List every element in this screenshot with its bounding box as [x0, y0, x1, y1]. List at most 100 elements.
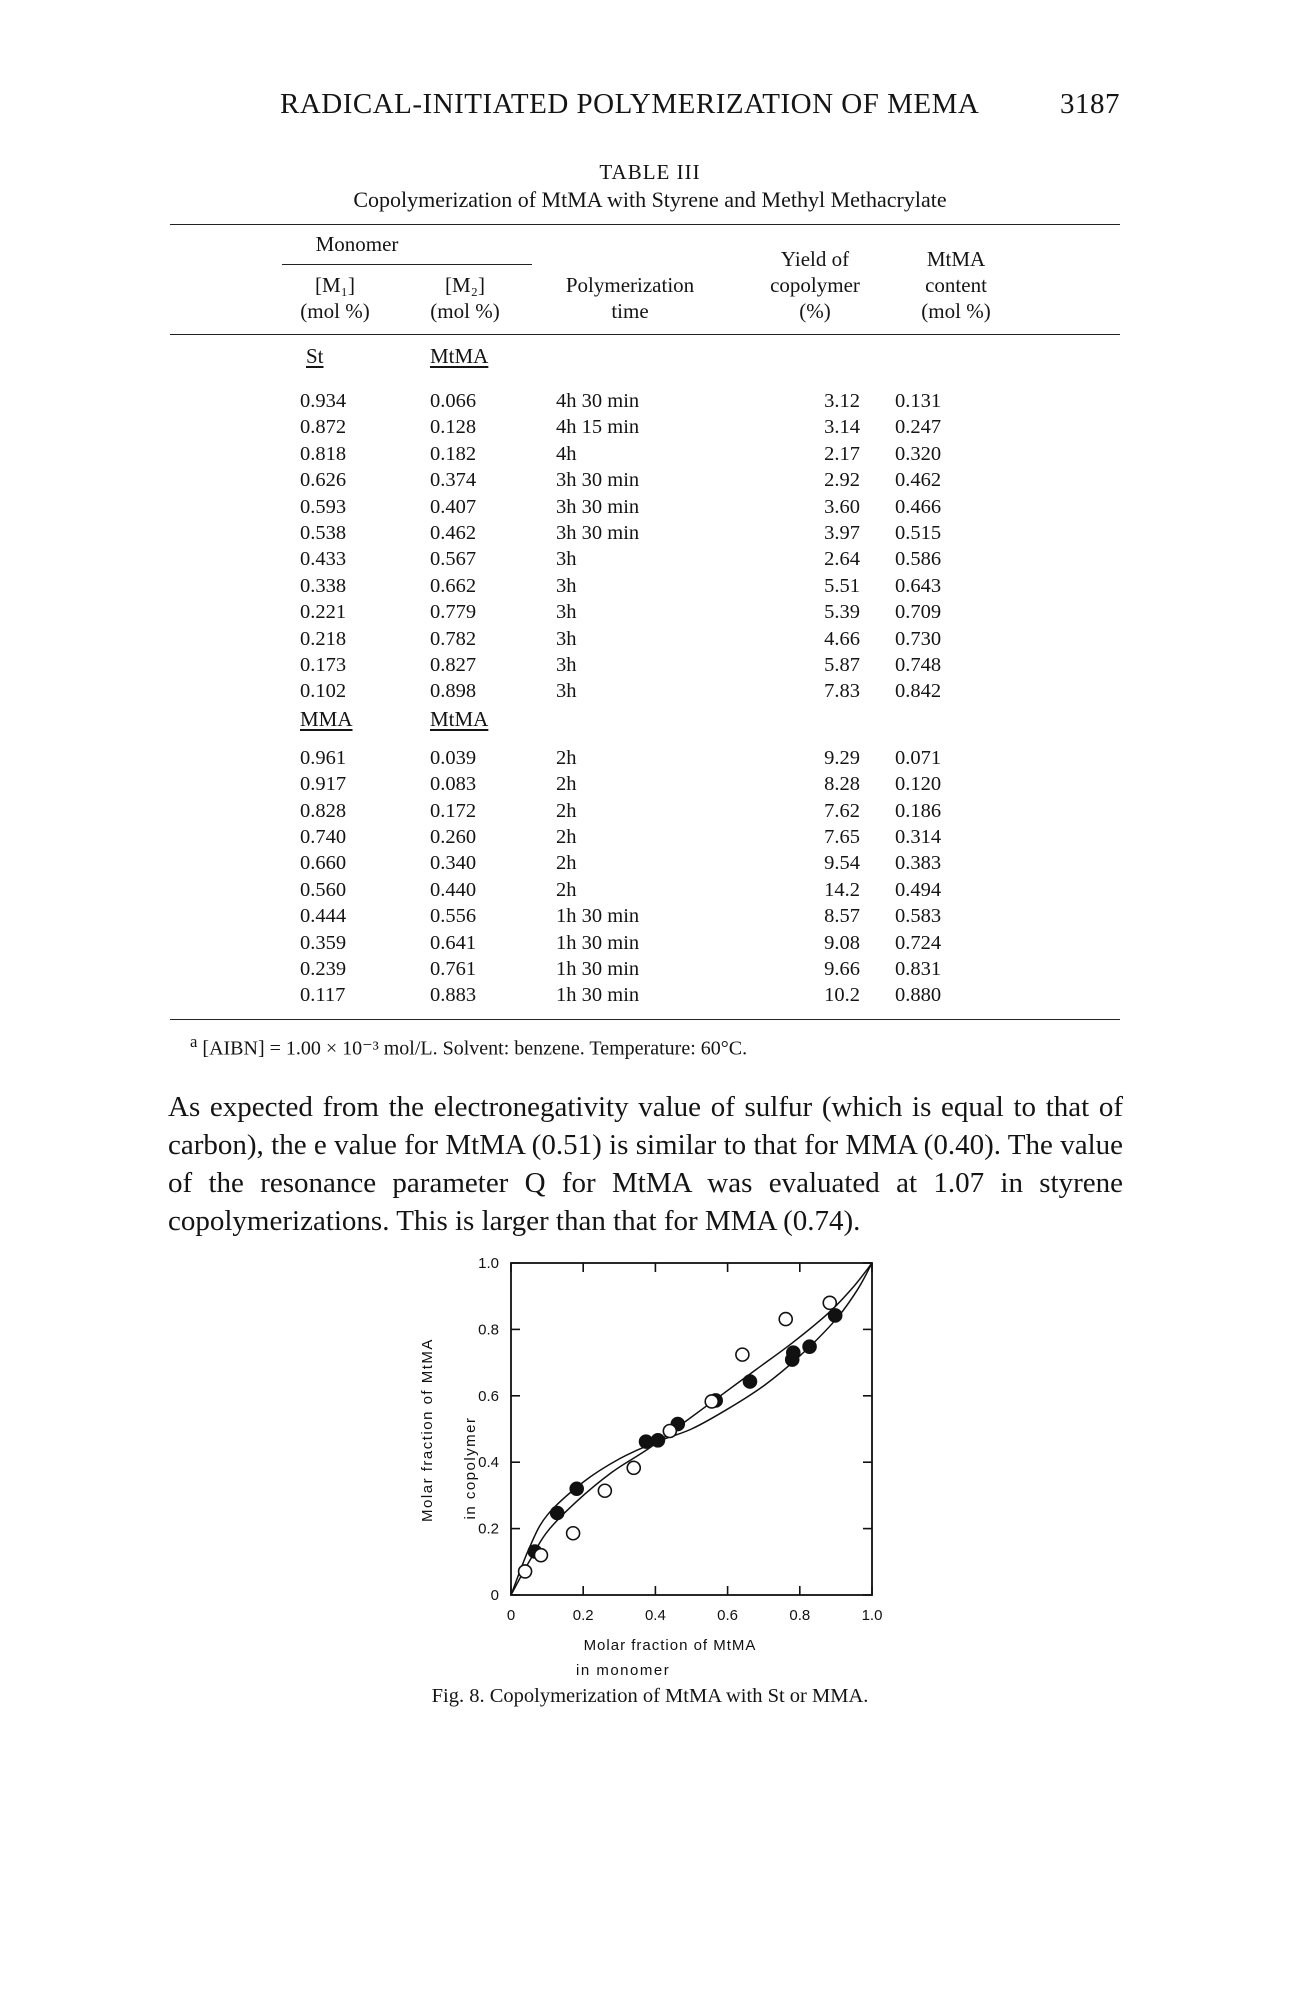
cell-m1: 0.917: [300, 773, 347, 796]
cell-m2: 0.827: [430, 654, 477, 676]
cell-m1: 0.444: [300, 905, 347, 928]
running-head: RADICAL-INITIATED POLYMERIZATION OF MEMA…: [280, 88, 1120, 121]
data-point-filled: [802, 1339, 817, 1354]
cell-m1: 0.538: [300, 522, 347, 544]
x-tick-label: 0.4: [645, 1607, 666, 1624]
cell-yield: 5.51: [824, 574, 860, 597]
cell-time: 3h: [556, 627, 577, 650]
y-tick-label: 1.0: [478, 1255, 499, 1272]
cell-yield: 10.2: [824, 984, 860, 1007]
group-m1-label: MMA: [300, 706, 353, 731]
cell-m2: 0.782: [430, 627, 477, 650]
cell-m2: 0.340: [430, 852, 477, 875]
cell-m1: 0.359: [300, 931, 347, 954]
cell-content: 0.120: [895, 773, 942, 796]
data-point-open: [626, 1460, 642, 1476]
cell-m2: 0.898: [430, 680, 477, 703]
cell-content: 0.709: [895, 601, 942, 624]
cell-time: 2h: [556, 799, 577, 822]
cell-m2: 0.172: [430, 799, 477, 822]
cell-time: 3h: [556, 574, 577, 597]
header-content-line1: MtMA: [926, 247, 986, 271]
data-point-filled: [827, 1308, 843, 1323]
cell-m1: 0.102: [300, 680, 347, 703]
fit-curve-series-2: [510, 1262, 873, 1596]
x-tick-label: 0.8: [789, 1607, 810, 1624]
cell-yield: 4.66: [824, 627, 860, 650]
y-axis-label-line1: Molar fraction of MtMA: [419, 1338, 436, 1522]
header-time-line2: time: [611, 299, 649, 323]
cell-m1: 0.560: [300, 878, 347, 901]
cell-content: 0.186: [895, 799, 942, 822]
cell-time: 4h: [556, 442, 577, 465]
cell-time: 3h: [556, 680, 577, 703]
cell-yield: 9.54: [824, 852, 860, 875]
cell-m2: 0.556: [430, 905, 477, 928]
cell-m2: 0.374: [430, 469, 477, 492]
cell-yield: 9.66: [824, 958, 860, 980]
cell-content: 0.586: [895, 548, 942, 571]
cell-m1: 0.173: [300, 654, 347, 676]
y-tick-label: 0.2: [478, 1521, 499, 1538]
cell-yield: 7.65: [824, 826, 860, 848]
data-point-filled: [786, 1345, 801, 1360]
cell-m2: 0.641: [430, 931, 477, 954]
cell-content: 0.748: [895, 654, 942, 676]
monomer-span-rule: [282, 264, 532, 265]
cell-time: 3h 30 min: [556, 522, 640, 544]
cell-content: 0.831: [895, 958, 942, 980]
table-caption: Copolymerization of MtMA with Styrene an…: [353, 187, 947, 212]
header-m1: [M₁]: [315, 273, 355, 297]
cell-m1: 0.818: [300, 442, 347, 465]
cell-time: 4h 30 min: [556, 390, 640, 412]
x-tick-label: 0.6: [717, 1607, 738, 1624]
header-yield-line2: copolymer: [770, 273, 860, 297]
running-head-title: RADICAL-INITIATED POLYMERIZATION OF MEMA: [280, 88, 980, 120]
header-yield-line3: (%): [799, 299, 831, 323]
cell-yield: 9.08: [824, 931, 860, 954]
cell-m2: 0.407: [430, 495, 477, 518]
group-m1-label: St: [306, 344, 324, 368]
cell-yield: 3.60: [824, 495, 860, 518]
cell-m1: 0.660: [300, 852, 347, 875]
data-point-filled: [650, 1432, 666, 1448]
x-tick-label: 1.0: [862, 1607, 883, 1624]
header-content-line2: content: [925, 273, 987, 297]
data-point-open: [565, 1525, 581, 1541]
data-point-open: [735, 1347, 750, 1362]
cell-m2: 0.761: [430, 958, 477, 980]
data-point-open: [662, 1423, 678, 1439]
cell-content: 0.247: [895, 416, 942, 439]
cell-m1: 0.626: [300, 469, 347, 492]
body-paragraph: As expected from the electronegativity v…: [168, 1091, 1123, 1237]
cell-yield: 2.64: [824, 548, 860, 571]
cell-yield: 3.97: [824, 522, 860, 544]
cell-yield: 9.29: [824, 746, 860, 769]
cell-yield: 2.92: [824, 469, 860, 492]
header-yield-line1: Yield of: [780, 247, 850, 271]
cell-m2: 0.083: [430, 773, 477, 796]
cell-m1: 0.961: [300, 746, 347, 769]
cell-m2: 0.128: [430, 416, 477, 439]
data-point-filled: [569, 1481, 585, 1497]
cell-m1: 0.239: [300, 958, 347, 980]
cell-content: 0.071: [895, 746, 942, 769]
cell-m2: 0.182: [430, 442, 477, 465]
cell-time: 2h: [556, 878, 577, 901]
data-point-open: [533, 1547, 549, 1563]
cell-time: 4h 15 min: [556, 416, 640, 439]
data-point-open: [822, 1295, 838, 1311]
table-header-rule: [170, 334, 1120, 335]
cell-m1: 0.117: [300, 984, 346, 1007]
cell-m2: 0.567: [430, 548, 477, 571]
cell-content: 0.131: [895, 390, 942, 412]
cell-m2: 0.066: [430, 390, 477, 412]
header-m2-unit: (mol %): [430, 299, 500, 323]
header-content-line3: (mol %): [921, 299, 991, 323]
cell-content: 0.314: [895, 826, 942, 848]
table-label: TABLE III: [599, 160, 701, 184]
cell-m1: 0.338: [300, 574, 347, 597]
cell-time: 3h 30 min: [556, 495, 640, 518]
cell-m1: 0.593: [300, 495, 347, 518]
cell-m2: 0.260: [430, 826, 477, 848]
